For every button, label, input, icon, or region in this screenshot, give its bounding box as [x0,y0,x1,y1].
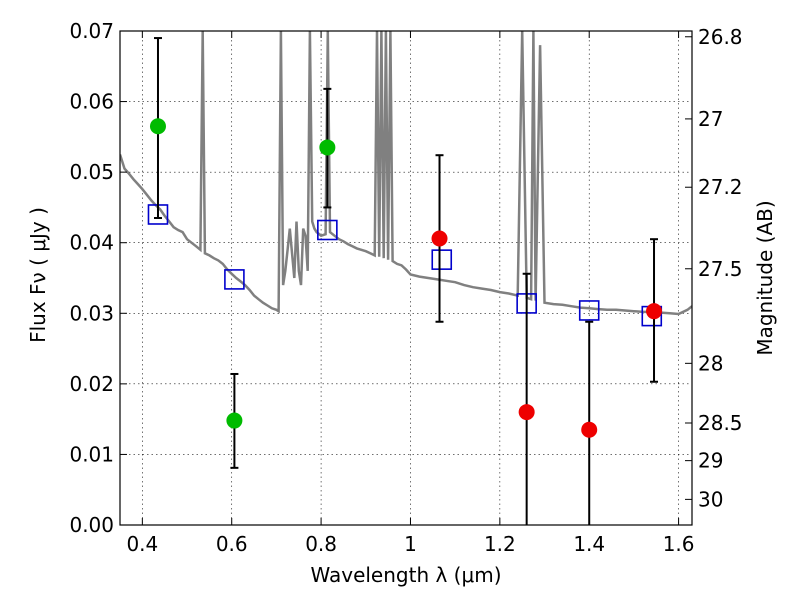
model-photometry-square [578,300,600,321]
y2-tick-label: 28 [698,351,723,375]
y-tick-label: 0.05 [69,160,114,184]
x-tick-label: 1.6 [663,532,695,556]
y2-tick-label: 28.5 [698,411,743,435]
x-tick-label: 1 [404,532,417,556]
y2-tick-label: 29 [698,449,723,473]
y2-tick-label: 30 [698,487,723,511]
y-tick-label: 0.01 [69,442,114,466]
axis-ticks [120,30,692,526]
red-point [646,303,663,320]
model-spectrum-line [120,31,692,316]
x-tick-label: 0.4 [126,532,158,556]
y2-tick-label: 26.8 [698,25,743,49]
green-point [319,139,336,156]
y2-tick-label: 27.5 [698,257,743,281]
x-tick-label: 1.2 [484,532,516,556]
model-spectrum [120,31,692,316]
green-point [226,412,243,429]
x-axis-label: Wavelength λ (μm) [310,563,501,587]
observed-points-red [431,154,663,525]
observed-points-green [149,37,336,469]
x-tick-label: 0.6 [216,532,248,556]
y-tick-label: 0.07 [69,19,114,43]
model-photometry-square [317,219,338,241]
y-tick-label: 0.00 [69,513,114,537]
x-tick-label: 0.8 [305,532,337,556]
y2-tick-label: 27.2 [698,175,743,199]
grid [120,30,692,526]
y-tick-label: 0.06 [69,90,114,114]
plot-frame [119,30,693,526]
model-photometry-square [224,269,245,290]
red-point [581,421,598,438]
y-tick-label: 0.04 [69,231,114,255]
green-point [149,118,166,135]
x-tick-label: 1.4 [573,532,605,556]
y-axis-label: Flux Fν ( μJy ) [26,207,50,343]
y2-axis-label: Magnitude (AB) [753,200,777,355]
y-tick-label: 0.02 [69,372,114,396]
tick-labels: 0.4 0.6 0.8 1 1.2 1.4 1.6 0.00 0.01 0.02 0.03 0.04 0… [69,19,742,556]
model-photometry-square [431,249,453,270]
red-point [518,404,535,421]
red-point [431,230,448,247]
y-tick-label: 0.03 [69,301,114,325]
y2-tick-label: 27 [698,107,723,131]
